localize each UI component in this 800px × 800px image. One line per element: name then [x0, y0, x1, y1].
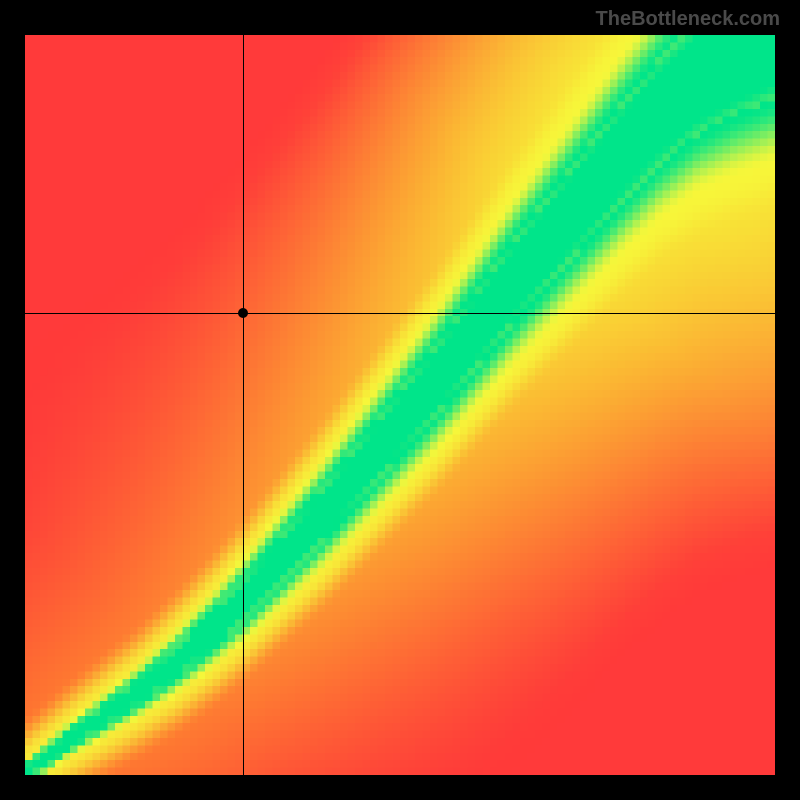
marker-dot: [238, 308, 248, 318]
heatmap-plot: [25, 35, 775, 775]
watermark-text: TheBottleneck.com: [596, 8, 780, 31]
chart-container: TheBottleneck.com: [0, 0, 800, 800]
crosshair-vertical: [243, 35, 244, 775]
crosshair-horizontal: [25, 313, 775, 314]
heatmap-canvas: [25, 35, 775, 775]
